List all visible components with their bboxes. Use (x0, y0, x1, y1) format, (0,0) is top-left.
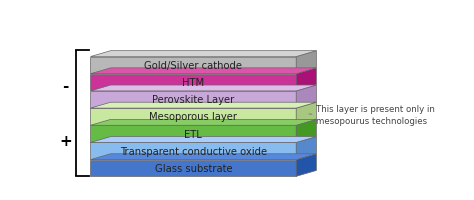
Polygon shape (91, 154, 317, 160)
Polygon shape (296, 103, 317, 125)
Text: Perovskite Layer: Perovskite Layer (152, 95, 235, 105)
Polygon shape (296, 86, 317, 108)
Polygon shape (91, 109, 296, 125)
Text: HTM: HTM (182, 78, 204, 88)
Text: +: + (59, 133, 72, 148)
Polygon shape (91, 74, 296, 91)
Polygon shape (91, 57, 296, 74)
Polygon shape (91, 69, 317, 74)
Text: Mesoporous layer: Mesoporous layer (149, 112, 237, 122)
Polygon shape (91, 126, 296, 142)
Text: Gold/Silver cathode: Gold/Silver cathode (144, 61, 242, 71)
Text: ETL: ETL (184, 129, 202, 139)
Polygon shape (91, 137, 317, 143)
Polygon shape (296, 154, 317, 176)
Polygon shape (91, 143, 296, 159)
Polygon shape (296, 120, 317, 142)
Polygon shape (91, 160, 296, 176)
Polygon shape (91, 103, 317, 109)
Polygon shape (296, 51, 317, 74)
Text: -: - (62, 78, 69, 93)
Polygon shape (91, 51, 317, 57)
Polygon shape (91, 91, 296, 108)
Polygon shape (91, 86, 317, 91)
Polygon shape (91, 120, 317, 126)
Polygon shape (296, 137, 317, 159)
Text: Glass substrate: Glass substrate (155, 163, 232, 173)
Text: Transparent conductive oxide: Transparent conductive oxide (120, 146, 267, 156)
Text: This layer is present only in
mesopourus technologies: This layer is present only in mesopourus… (316, 105, 435, 125)
Polygon shape (296, 69, 317, 91)
